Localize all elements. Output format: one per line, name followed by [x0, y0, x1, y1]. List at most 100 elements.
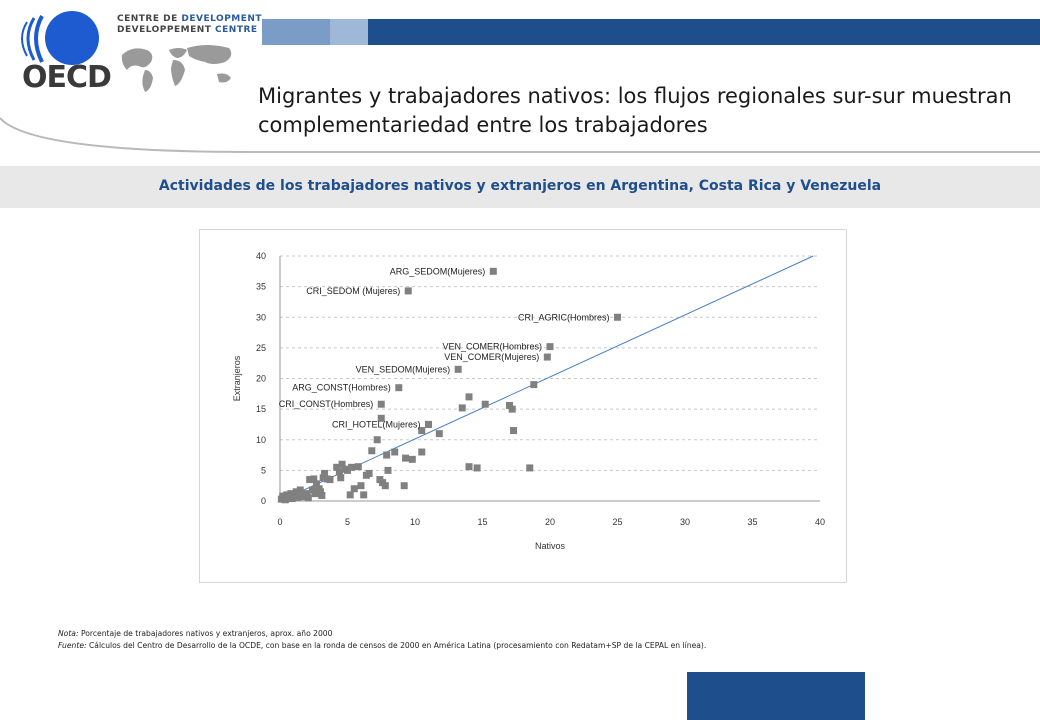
data-point: [326, 476, 334, 484]
data-point: [348, 463, 356, 471]
world-map-icon: [121, 45, 232, 92]
y-tick-label: 10: [256, 435, 266, 445]
devcentre-label-1a: CENTRE DE: [117, 14, 182, 24]
trendline: [279, 255, 814, 502]
data-point: [458, 404, 466, 412]
note-label: Nota:: [58, 629, 79, 638]
header-decoration: [0, 19, 1040, 153]
data-point: [418, 448, 426, 456]
data-point: [279, 492, 287, 500]
data-point: [350, 485, 358, 493]
data-point: [365, 469, 373, 477]
data-point: [377, 414, 385, 422]
devcentre-label-1b: DEVELOPMENT: [181, 14, 263, 24]
devcentre-label-2b: CENTRE: [215, 25, 258, 35]
x-tick-label: 35: [747, 517, 757, 527]
data-point: [418, 427, 426, 435]
y-tick-label: 0: [261, 496, 266, 506]
x-tick-label: 25: [612, 517, 622, 527]
point-label: CRI_SEDOM (Mujeres): [306, 286, 400, 296]
devcentre-label-2a: DEVELOPPEMENT: [117, 25, 216, 35]
labeled-data-point: [425, 420, 432, 428]
x-tick-label: 20: [545, 517, 555, 527]
page-title: Migrantes y trabajadores nativos: los fl…: [258, 84, 1012, 137]
y-tick-label: 5: [261, 465, 266, 475]
data-point: [311, 490, 319, 498]
y-tick-label: 35: [256, 282, 266, 292]
y-tick-label: 40: [256, 251, 266, 261]
data-point: [481, 400, 489, 408]
point-label: VEN_COMER(Mujeres): [444, 352, 539, 362]
data-point: [294, 493, 302, 501]
y-tick-label: 30: [256, 312, 266, 322]
point-label: CRI_AGRIC(Hombres): [518, 312, 610, 322]
chart-subtitle: Actividades de los trabajadores nativos …: [158, 178, 882, 194]
data-point: [303, 490, 311, 498]
y-axis-label: Extranjeros: [232, 355, 242, 401]
y-tick-label: 15: [256, 404, 266, 414]
source-label: Fuente:: [58, 641, 87, 650]
source-text: Cálculos del Centro de Desarrollo de la …: [86, 641, 707, 650]
data-point: [337, 474, 345, 482]
data-point: [318, 491, 326, 499]
data-point: [290, 492, 297, 500]
labeled-data-point: [614, 313, 621, 321]
point-label: CRI_CONST(Hombres): [279, 399, 374, 409]
bottom-accent-block: [687, 672, 865, 720]
data-point: [354, 463, 362, 471]
point-label: VEN_SEDOM(Mujeres): [356, 364, 451, 374]
data-point: [506, 401, 513, 409]
labeled-data-point: [377, 400, 385, 408]
labeled-data-point: [546, 343, 554, 351]
labeled-data-point: [454, 365, 462, 373]
data-point: [310, 475, 318, 483]
data-point: [510, 427, 518, 435]
chart-frame: 0 5 10 15 20 25 30 35 40 0 5 10 15 20 25 30 35 40 Nativos E…: [199, 229, 847, 583]
data-point: [526, 464, 534, 472]
x-tick-label: 10: [410, 517, 420, 527]
data-point: [346, 491, 354, 499]
data-point: [335, 468, 343, 476]
x-tick-label: 40: [815, 517, 825, 527]
subtitle-band: [0, 166, 1040, 208]
note-text: Porcentaje de trabajadores nativos y ext…: [78, 629, 333, 638]
data-point: [435, 430, 443, 438]
data-point: [408, 455, 416, 463]
point-label: CRI_HOTEL(Mujeres): [332, 419, 421, 429]
data-point: [284, 494, 292, 502]
point-label: VEN_COMER(Hombres): [442, 342, 542, 352]
data-point: [292, 488, 300, 496]
data-point: [530, 381, 538, 389]
x-tick-label: 5: [345, 517, 350, 527]
data-point: [357, 482, 365, 490]
data-point: [368, 447, 376, 455]
oecd-logo: [12, 8, 102, 75]
point-label: ARG_SEDOM(Mujeres): [390, 266, 486, 276]
data-point: [344, 466, 351, 474]
data-point: [319, 474, 327, 482]
x-tick-label: 0: [277, 517, 282, 527]
oecd-logo-text: OECD: [22, 60, 112, 95]
data-point: [465, 463, 473, 471]
data-point: [373, 436, 381, 444]
labeled-data-point: [404, 287, 412, 295]
oecd-logo-icon: [21, 11, 99, 65]
data-point: [321, 469, 329, 477]
x-tick-label: 30: [680, 517, 690, 527]
labeled-data-point: [489, 267, 497, 275]
data-point: [360, 491, 368, 499]
data-point: [338, 460, 346, 468]
data-point: [400, 482, 408, 490]
data-point: [381, 482, 389, 490]
labeled-data-point: [395, 384, 403, 392]
data-point: [391, 448, 399, 456]
y-tick-label: 20: [256, 374, 266, 384]
data-point: [304, 494, 312, 502]
data-point: [473, 464, 481, 472]
labeled-data-point: [543, 353, 551, 361]
x-tick-label: 15: [477, 517, 487, 527]
data-point: [308, 486, 316, 494]
data-point: [508, 405, 516, 413]
data-point: [383, 451, 391, 459]
data-point: [465, 393, 473, 401]
